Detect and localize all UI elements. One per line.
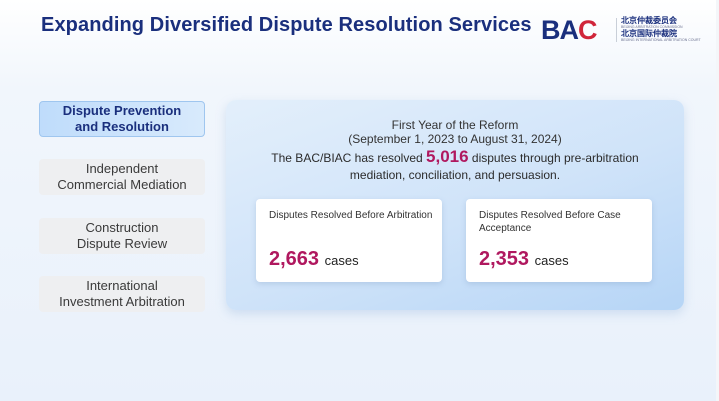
tab-construction-dispute-review[interactable]: Construction Dispute Review — [39, 218, 205, 254]
tab-label: Independent Commercial Mediation — [57, 161, 187, 192]
bac-logo: BAC 北京仲裁委员会 BEIJING ARBITRATION COMMISSI… — [541, 14, 701, 46]
panel-period: (September 1, 2023 to August 31, 2024) — [348, 132, 562, 146]
summary-text: The BAC/BIAC has resolved 5,016 disputes… — [271, 147, 639, 182]
tab-commercial-mediation[interactable]: Independent Commercial Mediation — [39, 159, 205, 195]
stat-label: Disputes Resolved Before Arbitration — [269, 210, 433, 221]
logo-text: 北京仲裁委员会 BEIJING ARBITRATION COMMISSION 北… — [621, 16, 701, 42]
stat-value: 2,353 cases — [479, 248, 569, 270]
stat-value: 2,663 cases — [269, 248, 359, 270]
tab-label: Construction Dispute Review — [76, 220, 168, 251]
stat-label: Disputes Resolved Before Case Acceptance — [479, 210, 621, 234]
total-disputes-number: 5,016 — [426, 147, 469, 166]
stat-card-before-arbitration: Disputes Resolved Before Arbitration 2,6… — [256, 199, 442, 282]
page-title: Expanding Diversified Dispute Resolution… — [41, 14, 532, 36]
content-panel: First Year of the Reform (September 1, 2… — [226, 100, 684, 310]
tab-dispute-prevention[interactable]: Dispute Prevention and Resolution — [39, 101, 205, 137]
tab-investment-arbitration[interactable]: International Investment Arbitration — [39, 276, 205, 312]
tab-label: Dispute Prevention and Resolution — [62, 103, 182, 134]
stat-card-before-case-acceptance: Disputes Resolved Before Case Acceptance… — [466, 199, 652, 282]
bac-logo-mark: BAC — [541, 15, 597, 45]
tab-label: International Investment Arbitration — [59, 278, 185, 309]
scrollbar-track — [716, 0, 719, 401]
panel-heading: First Year of the Reform — [391, 118, 519, 132]
logo-divider — [616, 18, 617, 42]
